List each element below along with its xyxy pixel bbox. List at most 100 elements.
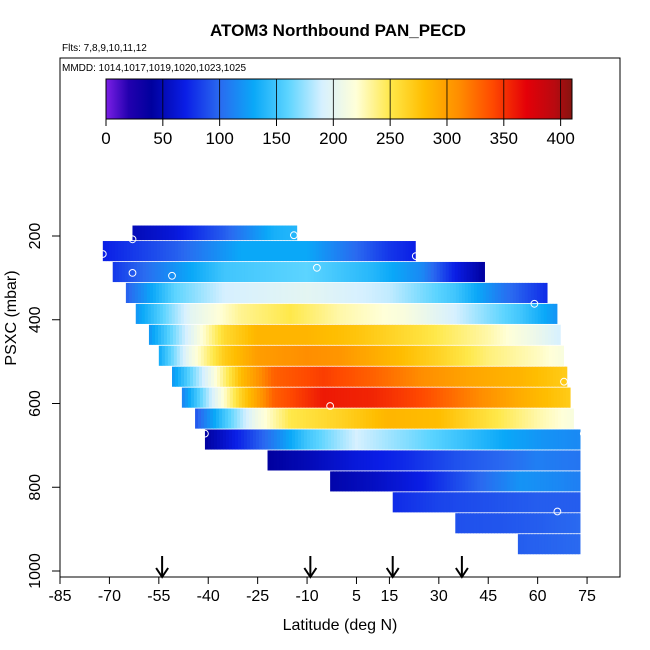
heatmap-cell [396, 471, 400, 492]
heatmap-cell [523, 324, 528, 345]
heatmap-cell [416, 345, 421, 366]
heatmap-cell [276, 429, 281, 450]
sample-point [168, 271, 176, 280]
heatmap-cell [345, 241, 350, 262]
heatmap-cell [213, 225, 218, 241]
heatmap-cell [539, 492, 544, 513]
heatmap-cell [556, 366, 560, 387]
heatmap-cell [451, 366, 455, 387]
heatmap-cell [202, 261, 207, 283]
heatmap-cell [518, 345, 523, 366]
heatmap-cell [456, 408, 460, 429]
heatmap-cell [578, 492, 581, 513]
heatmap-cell [411, 408, 415, 429]
sample-point [411, 252, 420, 261]
heatmap-cell [299, 345, 304, 366]
heatmap-cell [450, 450, 455, 471]
heatmap-cell [255, 429, 260, 450]
heatmap-cell [373, 261, 378, 283]
heatmap-cell [377, 345, 382, 366]
heatmap-cell [525, 471, 529, 492]
heatmap-cell [342, 408, 346, 429]
heatmap-cell [477, 450, 482, 471]
heatmap-cell [401, 492, 406, 513]
heatmap-cell [437, 345, 442, 366]
heatmap-cell [484, 366, 488, 387]
heatmap-cell [196, 387, 201, 408]
heatmap-cell [538, 387, 543, 408]
heatmap-cell [562, 534, 567, 555]
heatmap-cell [243, 303, 248, 324]
heatmap-cell [269, 345, 274, 366]
heatmap-cell [260, 282, 265, 303]
heatmap-cell [348, 408, 352, 429]
heatmap-cell [402, 429, 407, 450]
heatmap-cell [462, 471, 466, 492]
heatmap-cell [313, 261, 318, 283]
heatmap-cell [513, 408, 517, 429]
heatmap-cell [211, 387, 216, 408]
heatmap-cell [248, 282, 253, 303]
heatmap-cell [423, 429, 428, 450]
heatmap-cell [576, 429, 581, 450]
heatmap-cell [353, 282, 358, 303]
heatmap-cell [530, 492, 535, 513]
heatmap-cell [497, 345, 502, 366]
heatmap-cell [427, 261, 432, 283]
heatmap-cell [552, 471, 556, 492]
heatmap-cell [372, 450, 377, 471]
heatmap-cell [258, 408, 262, 429]
heatmap-cell [188, 345, 193, 366]
heatmap-cell [432, 471, 436, 492]
heatmap-cell [562, 387, 567, 408]
heatmap-cell [117, 241, 122, 262]
heatmap-cell [472, 387, 477, 408]
heatmap-cell [444, 450, 449, 471]
heatmap-cell [357, 450, 362, 471]
heatmap-cell [513, 471, 517, 492]
heatmap-cell [358, 366, 362, 387]
heatmap-cell [190, 324, 195, 345]
heatmap-cell [285, 225, 290, 241]
heatmap-cell [385, 387, 390, 408]
heatmap-cell [200, 282, 205, 303]
heatmap-cell [493, 366, 497, 387]
heatmap-cell [487, 366, 491, 387]
heatmap-cell [455, 282, 460, 303]
heatmap-cell [579, 450, 581, 471]
heatmap-cell [361, 366, 365, 387]
heatmap-cell [294, 408, 298, 429]
heatmap-cell [527, 492, 532, 513]
heatmap-cell [286, 261, 291, 283]
heatmap-cell [212, 282, 217, 303]
heatmap-cell [252, 429, 257, 450]
heatmap-cell [153, 225, 158, 241]
heatmap-cell [390, 303, 395, 324]
heatmap-cell [232, 366, 236, 387]
heatmap-cell [264, 429, 269, 450]
heatmap-cell [312, 450, 317, 471]
heatmap-cell [183, 241, 188, 262]
heatmap-cell [280, 366, 284, 387]
heatmap-cell [458, 513, 462, 534]
heatmap-cell [525, 303, 530, 324]
heatmap-cell [406, 261, 411, 283]
heatmap-cell [311, 345, 316, 366]
heatmap-cell [223, 324, 228, 345]
heatmap-cell [188, 282, 193, 303]
heatmap-cell [460, 366, 464, 387]
heatmap-cell [476, 492, 481, 513]
heatmap-cell [167, 282, 172, 303]
heatmap-cell [253, 324, 258, 345]
heatmap-cell [340, 324, 345, 345]
heatmap-cell [181, 261, 186, 283]
heatmap-cell [426, 408, 430, 429]
heatmap-cell [447, 450, 452, 471]
heatmap-cell [292, 387, 297, 408]
heatmap-cell [551, 492, 556, 513]
heatmap-cell [340, 387, 345, 408]
heatmap-cell [349, 261, 354, 283]
heatmap-cell [549, 450, 554, 471]
heatmap-cell [339, 450, 344, 471]
heatmap-cell [345, 450, 350, 471]
